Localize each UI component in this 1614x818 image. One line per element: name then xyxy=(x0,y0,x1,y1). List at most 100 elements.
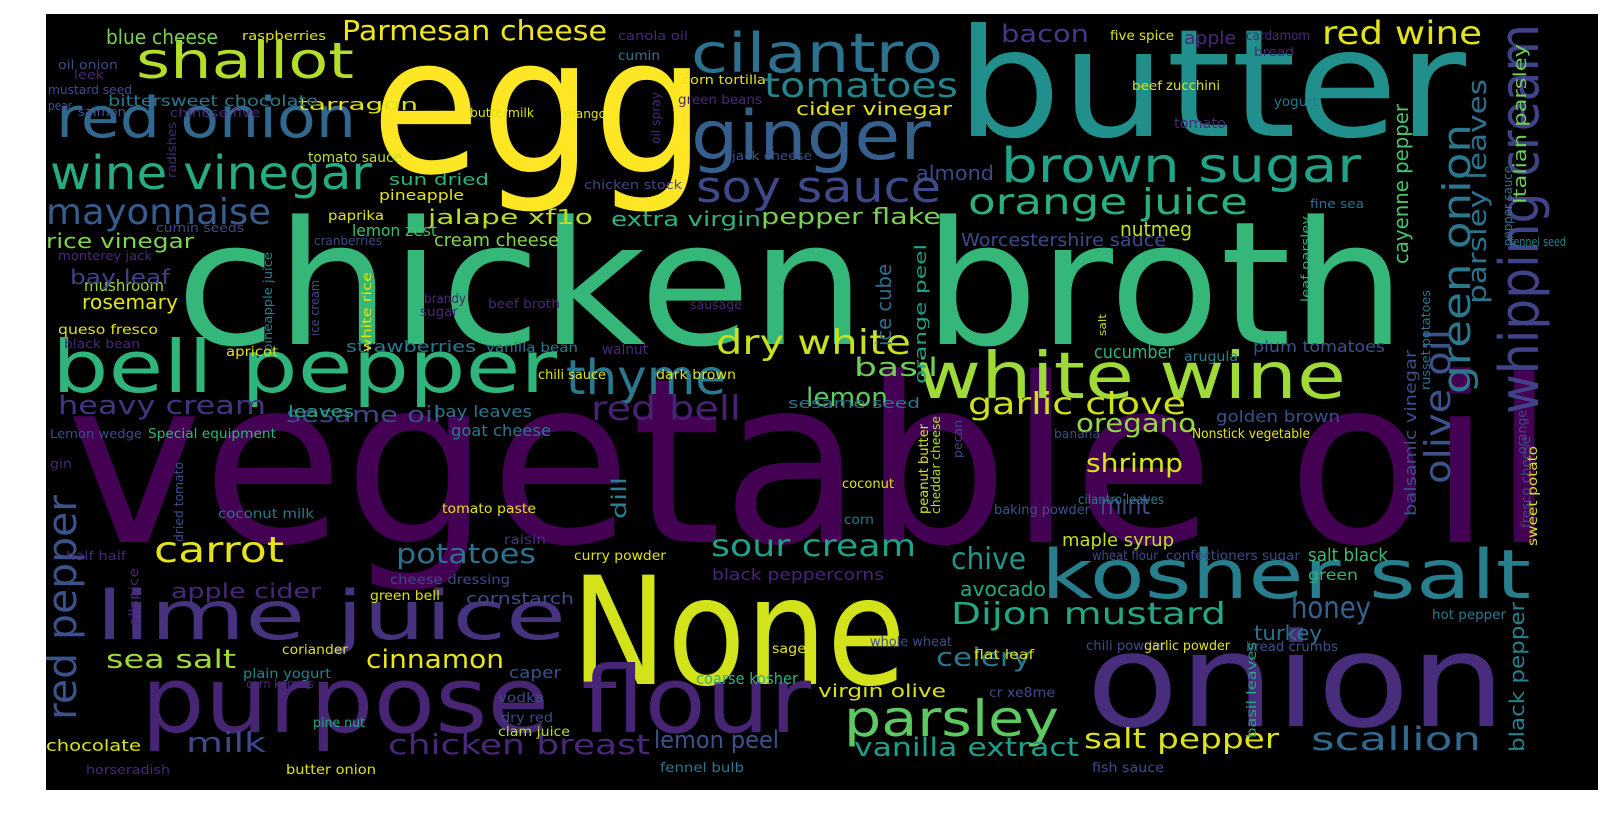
word: flat leaf xyxy=(974,648,1035,663)
word: green beans xyxy=(678,93,762,108)
word: honey xyxy=(1291,591,1371,626)
word: oil spray xyxy=(649,92,663,144)
word: Italian parsley xyxy=(1510,44,1531,204)
word: plain yogurt xyxy=(243,667,331,682)
word: red wine xyxy=(1322,14,1482,52)
word: coriander xyxy=(282,643,349,658)
word: beef broth xyxy=(488,297,560,311)
word: cr xe8me xyxy=(989,686,1055,701)
word: green bell xyxy=(370,589,440,604)
word: bay leaf xyxy=(70,265,171,289)
word: nutmeg xyxy=(1120,217,1192,241)
word: wheat flour xyxy=(1092,549,1159,564)
word: mint xyxy=(1100,488,1150,521)
word: dried tomato xyxy=(172,462,186,542)
word: chicken broth xyxy=(176,184,1406,385)
word: zucchini xyxy=(1166,79,1220,94)
word: lime juice xyxy=(96,577,566,656)
word: mushroom xyxy=(84,276,164,295)
word: walnut xyxy=(602,342,648,358)
word: hot pepper xyxy=(1432,608,1507,623)
word: thyme xyxy=(566,350,726,406)
word: maple syrup xyxy=(1062,530,1174,551)
word: dark brown xyxy=(656,368,736,383)
word: coconut milk xyxy=(218,507,315,522)
word: tomato sauce xyxy=(308,150,402,166)
word: kosher salt xyxy=(1041,536,1531,615)
word: caper xyxy=(509,663,561,682)
word: jalape xf1o xyxy=(427,205,593,229)
word: yogurt xyxy=(1274,95,1318,110)
word: corn tortilla xyxy=(682,73,766,87)
word: pineapple xyxy=(379,188,464,204)
word: horseradish xyxy=(86,763,170,777)
word: purpose flour xyxy=(141,647,811,754)
word: wine vinegar xyxy=(50,146,372,200)
word: leaf parsley xyxy=(1299,216,1313,302)
word: blue cheese xyxy=(106,25,218,49)
word: sage xyxy=(772,642,806,657)
word: arugula xyxy=(1184,350,1238,365)
word: oregano xyxy=(1076,409,1196,439)
word: parsley leaves xyxy=(1463,79,1493,304)
word: tarragon xyxy=(298,95,418,114)
word: butter xyxy=(956,14,1466,172)
word: raisin xyxy=(504,533,546,548)
word: buttermilk xyxy=(470,106,534,120)
word: white wine xyxy=(916,340,1346,414)
word: cumin seeds xyxy=(156,221,244,235)
word: pine nut xyxy=(313,716,365,731)
word: milk xyxy=(186,726,267,759)
word: chicken stock xyxy=(584,178,682,192)
word-cloud: vegetable oil chicken broth egg butter N… xyxy=(46,14,1598,790)
word: plum tomatoes xyxy=(1253,337,1385,356)
word: bread xyxy=(1254,45,1294,59)
word: soy sauce xyxy=(696,162,941,213)
word: salmon xyxy=(78,105,126,119)
word: Dijon mustard xyxy=(951,597,1226,632)
word: garlic clove xyxy=(968,387,1186,422)
word: vanilla extract xyxy=(854,733,1079,763)
word: ice cream xyxy=(308,280,322,336)
word: coarse kosher xyxy=(696,669,798,688)
word: pear xyxy=(48,99,72,113)
word: canola oil xyxy=(618,29,688,43)
word: mustard seed xyxy=(48,83,132,97)
word: jack cheese xyxy=(731,149,812,163)
word: bacon xyxy=(1001,20,1089,48)
word: sesame oil xyxy=(286,403,441,428)
word: virgin olive xyxy=(818,681,946,702)
word: Lemon wedge xyxy=(50,427,142,441)
word: garlic powder xyxy=(1144,639,1231,654)
word: queso fresco xyxy=(58,323,158,338)
word: green onion xyxy=(1435,124,1479,394)
word: orange juice xyxy=(968,182,1248,223)
word: whole wheat xyxy=(870,635,952,650)
word: corn kernels xyxy=(246,677,314,691)
word: cornstarch xyxy=(466,589,574,608)
word: brown sugar xyxy=(1001,138,1361,194)
word: bread crumbs xyxy=(1246,640,1338,655)
word: carrot xyxy=(154,530,284,571)
word: ginger xyxy=(691,97,931,176)
word: fennel bulb xyxy=(660,761,744,776)
word: Worcestershire sauce xyxy=(961,230,1166,251)
word: sesame seed xyxy=(788,396,920,412)
word: black bean xyxy=(64,337,140,351)
word: confectioners sugar xyxy=(1166,549,1301,564)
word: leek xyxy=(74,68,104,82)
word-cloud-canvas: vegetable oil chicken broth egg butter N… xyxy=(46,14,1598,790)
word: pecan xyxy=(951,420,965,458)
word: black pepper xyxy=(1505,601,1529,752)
word: strawberries xyxy=(346,337,476,356)
word: fish sauce xyxy=(1092,761,1164,776)
word: cheese dressing xyxy=(390,573,510,588)
word: pepper sauce xyxy=(1501,166,1515,246)
word: chicken breast xyxy=(388,728,650,761)
word: shallot xyxy=(136,32,354,90)
word: extra virgin xyxy=(611,207,761,231)
word: bittersweet chocolate xyxy=(108,92,318,110)
word: Parmesan cheese xyxy=(342,14,607,47)
word: tomato paste xyxy=(442,502,536,517)
word: oil onion xyxy=(58,58,118,72)
